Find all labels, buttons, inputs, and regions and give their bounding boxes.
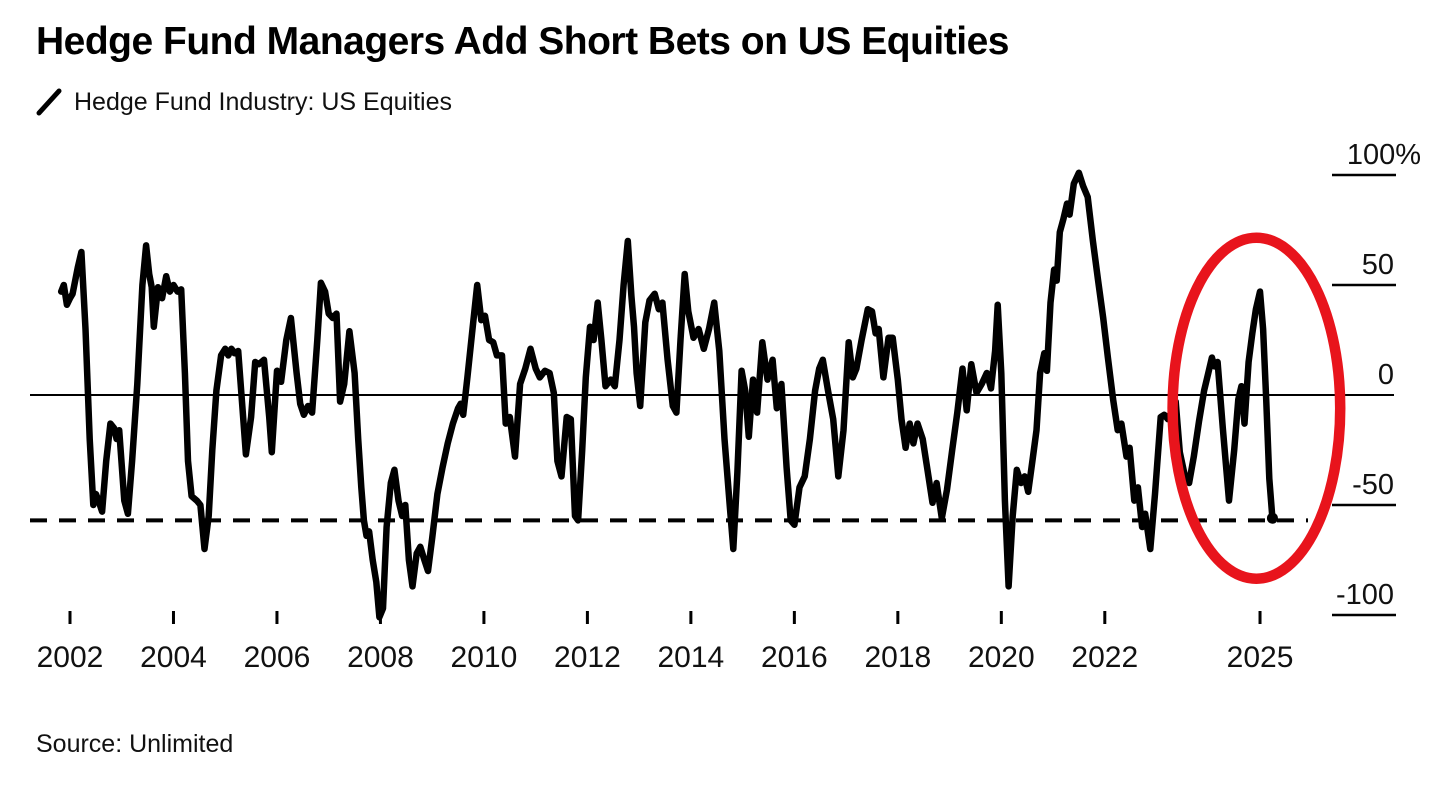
x-axis-tick-label: 2022 bbox=[1071, 641, 1138, 674]
x-axis-tick-label: 2006 bbox=[244, 641, 311, 674]
x-axis-tick-label: 2014 bbox=[658, 641, 725, 674]
y-axis-tick-label: 0 bbox=[1378, 359, 1394, 391]
x-axis-tick-label: 2002 bbox=[37, 641, 104, 674]
y-axis-tick-label: -50 bbox=[1352, 469, 1394, 501]
y-axis-tick-label: 50 bbox=[1362, 249, 1394, 281]
x-axis-tick-label: 2008 bbox=[347, 641, 414, 674]
chart-title: Hedge Fund Managers Add Short Bets on US… bbox=[36, 20, 1009, 63]
x-axis-tick-label: 2004 bbox=[140, 641, 207, 674]
series-slash-icon bbox=[36, 88, 62, 116]
legend-series-label: Hedge Fund Industry: US Equities bbox=[74, 87, 452, 116]
x-axis-tick-label: 2016 bbox=[761, 641, 828, 674]
x-axis-tick-label: 2010 bbox=[451, 641, 518, 674]
x-axis-tick-label: 2012 bbox=[554, 641, 621, 674]
annotation-ellipse bbox=[1167, 232, 1346, 584]
x-axis-tick-label: 2020 bbox=[968, 641, 1035, 674]
latest-value-dot bbox=[1266, 512, 1278, 524]
series-line bbox=[57, 169, 1276, 621]
y-axis-tick-label: 100% bbox=[1347, 139, 1421, 171]
y-axis-tick-label: -100 bbox=[1336, 579, 1394, 611]
x-axis-tick-label: 2018 bbox=[864, 641, 931, 674]
legend: Hedge Fund Industry: US Equities bbox=[36, 86, 452, 118]
x-axis-tick-label: 2025 bbox=[1227, 641, 1294, 674]
source-note: Source: Unlimited bbox=[36, 730, 234, 758]
